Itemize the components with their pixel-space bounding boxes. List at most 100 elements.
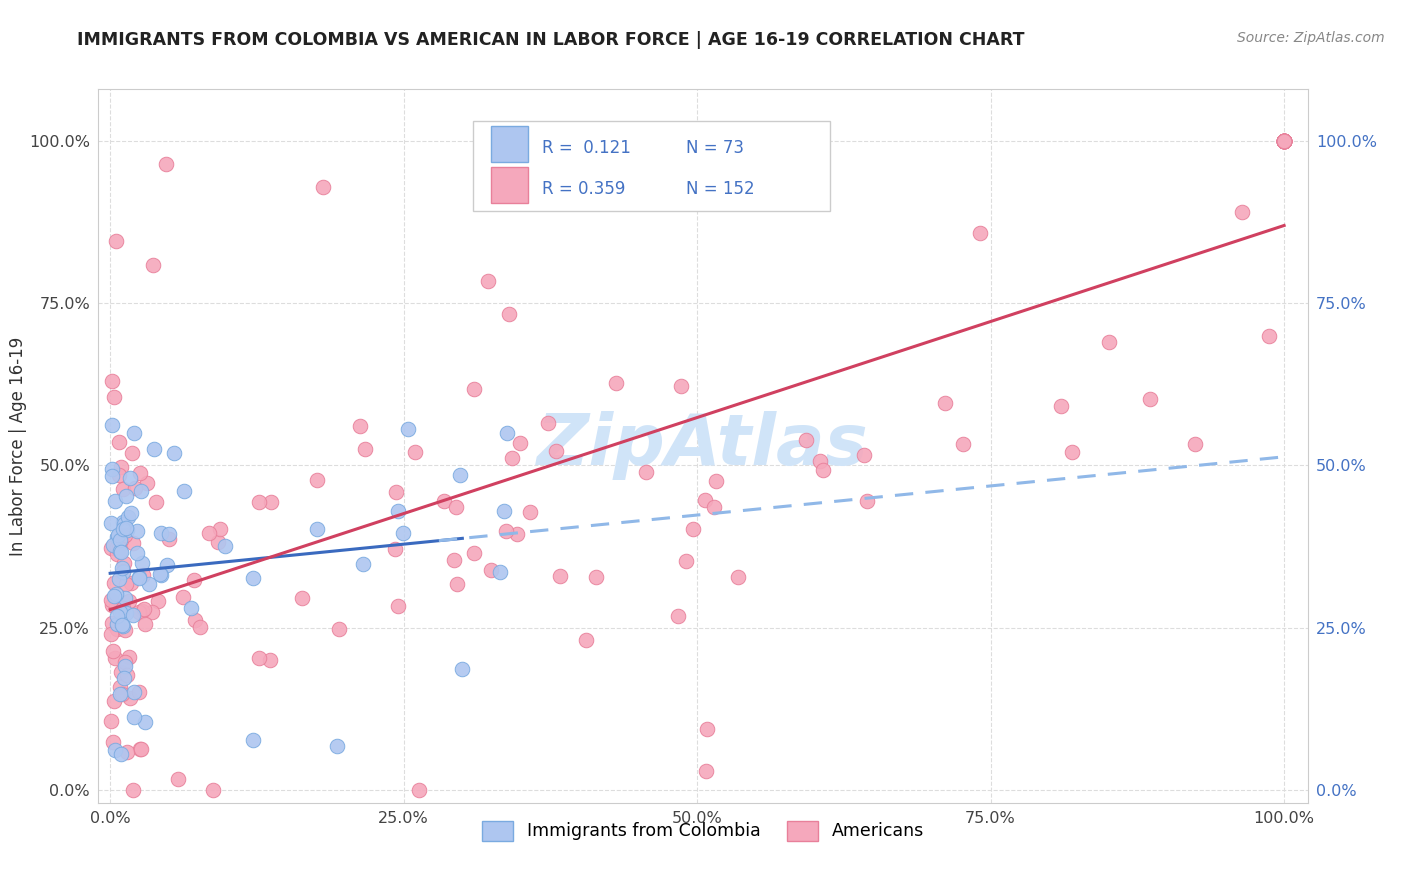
- Point: [387, 599, 409, 614]
- Point: [305, 522, 328, 536]
- Point: [100, 627, 122, 641]
- Point: [446, 577, 468, 591]
- Point: [1258, 328, 1281, 343]
- Point: [129, 742, 152, 756]
- Point: [477, 274, 499, 288]
- Point: [384, 485, 406, 500]
- Point: [492, 504, 515, 518]
- Point: [1184, 437, 1206, 451]
- Point: [117, 509, 139, 524]
- Point: [444, 500, 467, 514]
- Point: [155, 157, 177, 171]
- Point: [112, 517, 135, 532]
- Point: [856, 494, 879, 508]
- Point: [495, 524, 517, 538]
- Text: IMMIGRANTS FROM COLOMBIA VS AMERICAN IN LABOR FORCE | AGE 16-19 CORRELATION CHAR: IMMIGRANTS FROM COLOMBIA VS AMERICAN IN …: [77, 31, 1025, 49]
- Point: [114, 655, 136, 669]
- Point: [118, 649, 141, 664]
- Text: N = 152: N = 152: [686, 180, 755, 198]
- Point: [1272, 134, 1295, 148]
- Point: [1272, 134, 1295, 148]
- Point: [149, 568, 172, 582]
- Point: [122, 685, 145, 699]
- Point: [408, 782, 430, 797]
- Point: [1139, 392, 1161, 406]
- Point: [112, 601, 135, 615]
- Point: [1272, 134, 1295, 148]
- Point: [307, 473, 329, 487]
- Point: [247, 495, 270, 509]
- Point: [479, 563, 502, 577]
- Point: [131, 604, 153, 618]
- Point: [519, 505, 541, 519]
- Point: [111, 687, 134, 701]
- Point: [537, 417, 560, 431]
- Point: [121, 608, 143, 623]
- Point: [585, 570, 607, 584]
- Point: [167, 772, 190, 786]
- Point: [141, 605, 163, 619]
- Point: [548, 569, 571, 583]
- Point: [100, 516, 122, 531]
- Point: [682, 522, 704, 536]
- Point: [107, 468, 129, 483]
- Point: [157, 526, 180, 541]
- Point: [104, 651, 127, 665]
- Point: [384, 542, 406, 557]
- Point: [328, 622, 350, 636]
- Point: [1272, 134, 1295, 148]
- Point: [291, 591, 314, 606]
- Point: [117, 594, 139, 608]
- Point: [108, 681, 131, 695]
- Point: [695, 764, 717, 779]
- Point: [703, 500, 725, 514]
- Point: [101, 598, 124, 612]
- Point: [149, 566, 172, 581]
- Point: [104, 494, 127, 508]
- Point: [498, 307, 520, 321]
- Point: [247, 651, 270, 665]
- Point: [808, 454, 831, 468]
- Point: [311, 180, 333, 194]
- Text: Source: ZipAtlas.com: Source: ZipAtlas.com: [1237, 31, 1385, 45]
- Point: [112, 619, 135, 633]
- Point: [104, 234, 127, 248]
- Point: [207, 535, 229, 549]
- Point: [104, 743, 127, 757]
- FancyBboxPatch shape: [492, 168, 527, 203]
- Point: [105, 547, 128, 561]
- Point: [352, 557, 374, 571]
- Point: [100, 374, 122, 388]
- Point: [136, 475, 159, 490]
- Point: [1272, 134, 1295, 148]
- Point: [110, 687, 132, 701]
- FancyBboxPatch shape: [492, 127, 527, 162]
- Point: [127, 546, 149, 560]
- Point: [505, 527, 527, 541]
- Point: [103, 575, 125, 590]
- Point: [488, 565, 510, 579]
- Point: [353, 442, 375, 456]
- Point: [121, 782, 143, 797]
- Point: [112, 522, 135, 536]
- Point: [101, 538, 124, 552]
- Point: [129, 483, 152, 498]
- Point: [107, 528, 129, 542]
- Point: [387, 504, 409, 518]
- Point: [142, 258, 165, 272]
- Point: [122, 709, 145, 723]
- Point: [180, 601, 202, 615]
- Point: [105, 530, 128, 544]
- Point: [811, 463, 834, 477]
- Point: [114, 527, 136, 541]
- Text: ZipAtlas: ZipAtlas: [537, 411, 869, 481]
- Point: [124, 481, 146, 495]
- Point: [675, 554, 697, 568]
- Point: [114, 489, 136, 503]
- Point: [114, 659, 136, 673]
- Point: [110, 533, 132, 548]
- Point: [121, 446, 143, 460]
- Text: R =  0.121: R = 0.121: [543, 139, 631, 157]
- Point: [100, 417, 122, 432]
- Point: [451, 662, 474, 676]
